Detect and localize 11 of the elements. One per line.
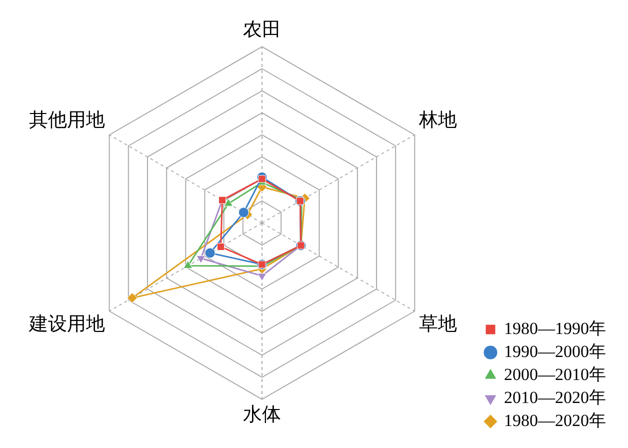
legend-label: 1980—1990年: [504, 318, 606, 338]
spoke-label: 林地: [418, 110, 457, 131]
spoke-label: 建设用地: [28, 314, 105, 336]
legend-label: 2000—2010年: [504, 364, 606, 384]
spoke-label: 其他用地: [29, 110, 105, 131]
legend-label: 1990—2000年: [504, 342, 606, 361]
spoke-label: 草地: [419, 314, 457, 336]
legend-label: 1980—2020年: [504, 410, 606, 430]
legend-label: 2010—2020年: [504, 388, 606, 407]
spoke-label: 农田: [243, 19, 281, 40]
spoke-label: 水体: [243, 404, 281, 426]
